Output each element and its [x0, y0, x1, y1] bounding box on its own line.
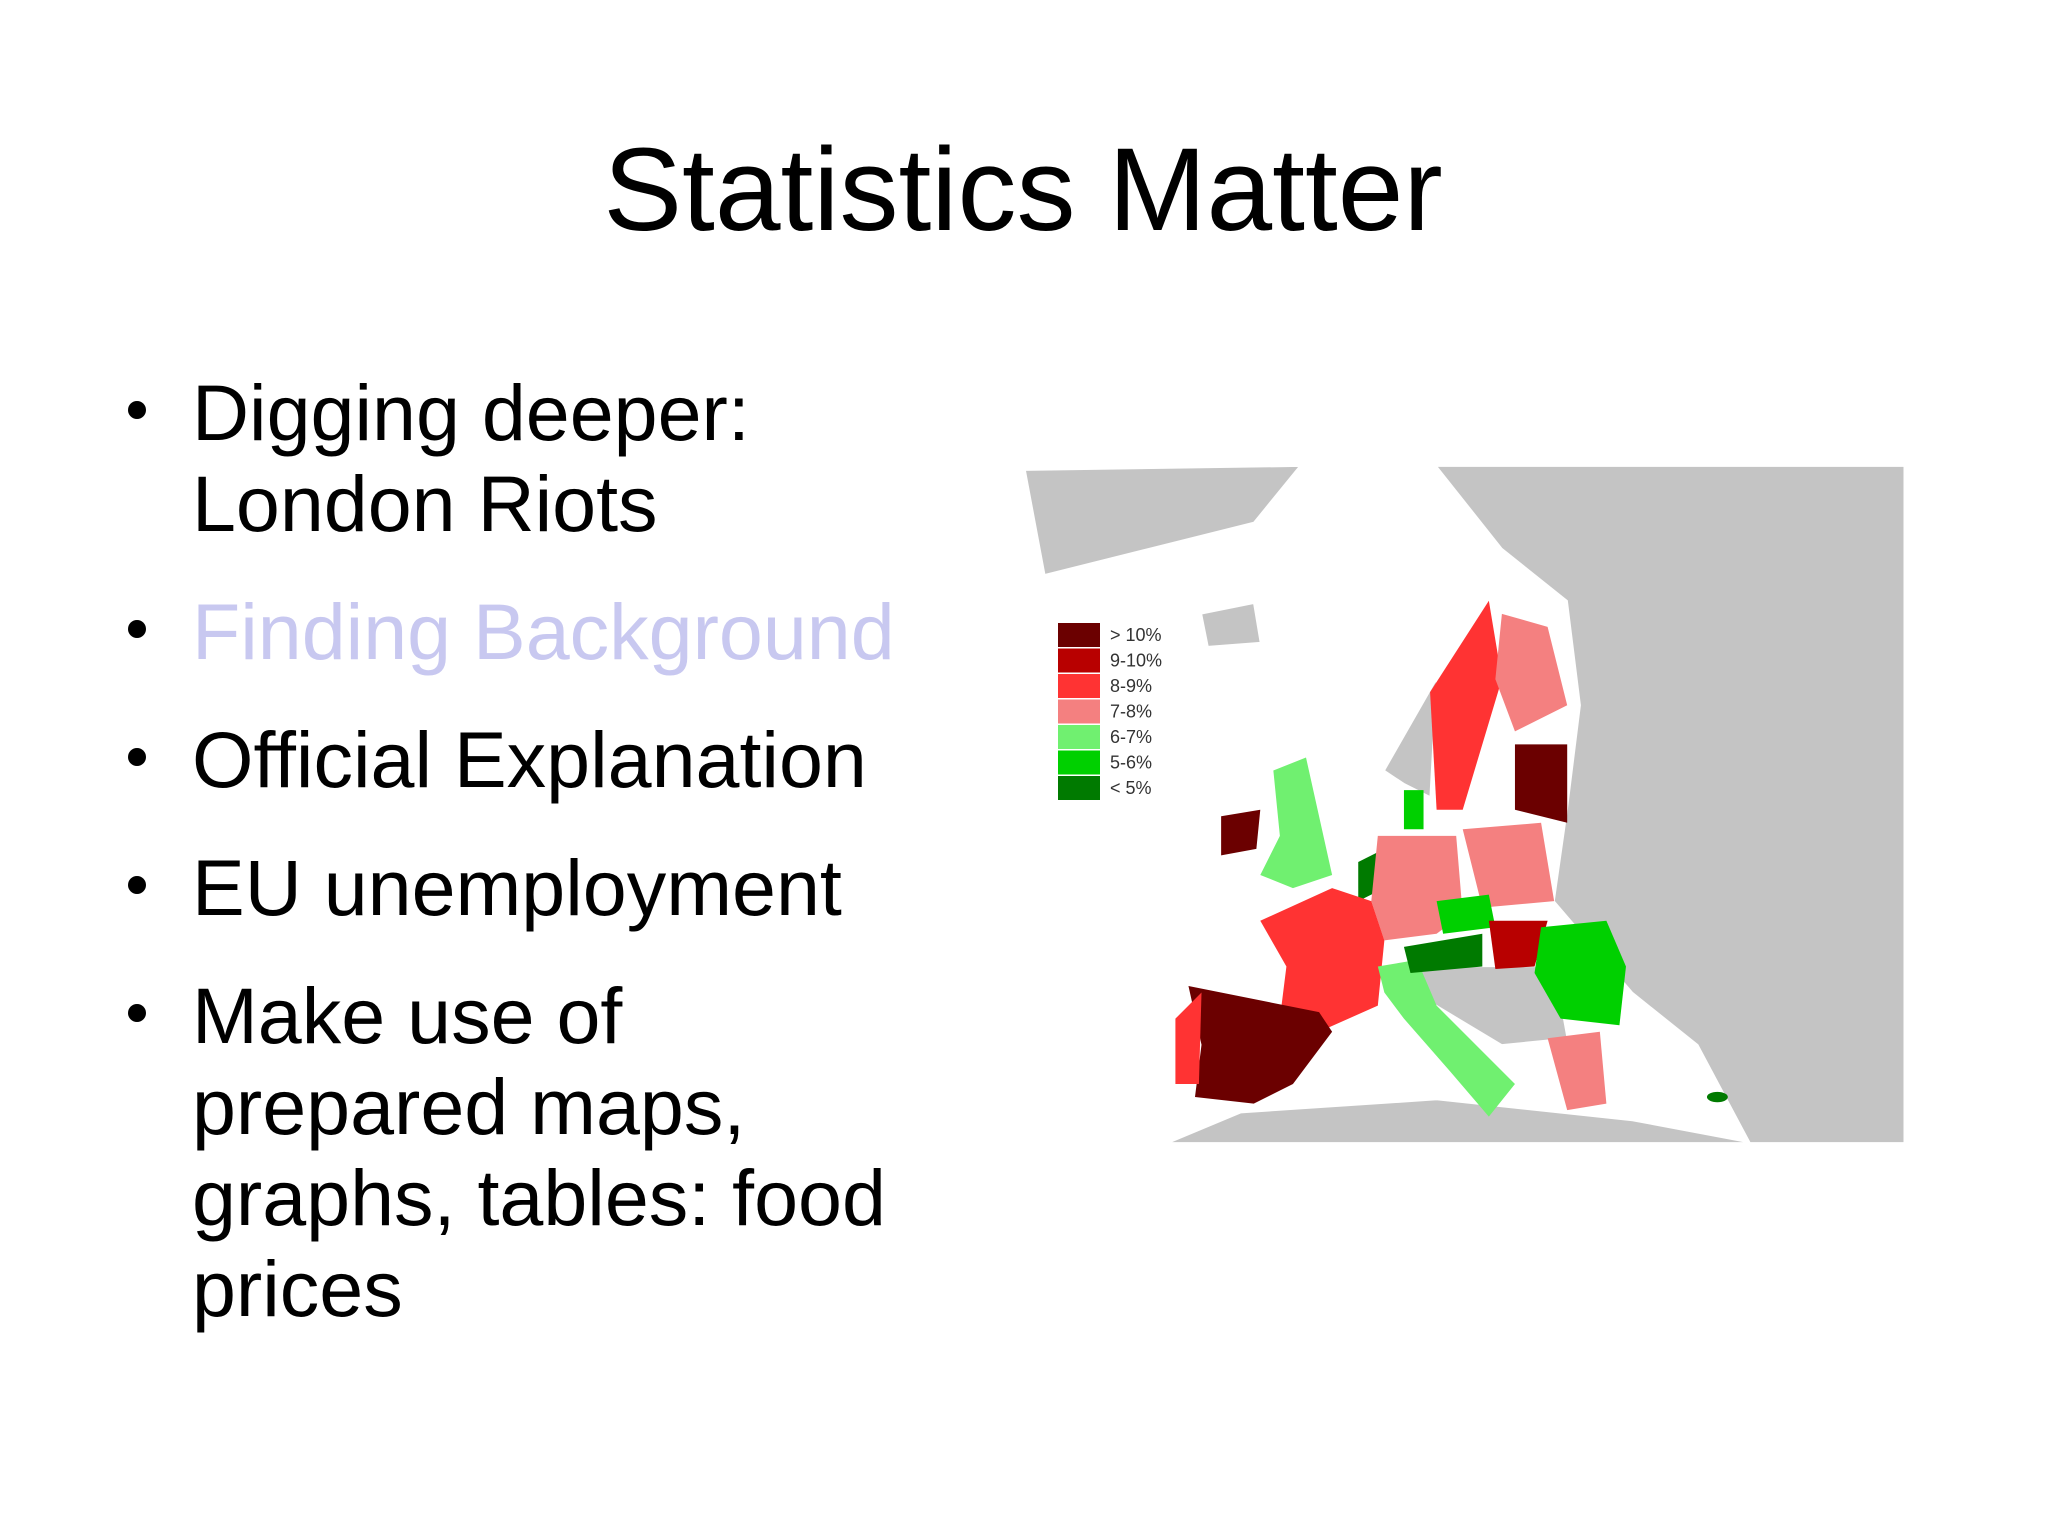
country — [1403, 790, 1424, 830]
bullet-list: Digging deeper:London Riots Finding Backg… — [128, 368, 895, 1333]
legend-swatch — [1058, 776, 1100, 800]
country — [1175, 992, 1202, 1084]
bullet-dot — [128, 401, 146, 419]
country — [1534, 920, 1626, 1026]
country — [1547, 1031, 1607, 1111]
legend-label: 8-9% — [1110, 676, 1152, 696]
bullet-dot — [128, 876, 146, 894]
legend-label: 9-10% — [1110, 651, 1162, 671]
bullet-text: Official Explanation — [192, 715, 867, 804]
country — [1221, 809, 1261, 856]
land — [1024, 465, 1301, 576]
bullet-text: Finding Background — [192, 587, 895, 676]
legend-swatch — [1058, 699, 1100, 724]
bullet-dot — [128, 748, 146, 766]
map-legend: > 10% 9-10% 8-9% 7-8% 6-7% 5-6% < 5% — [1058, 623, 1162, 800]
legend-label: 6-7% — [1110, 727, 1152, 747]
legend-label: 5-6% — [1110, 753, 1152, 773]
country — [1260, 888, 1385, 1032]
bullet-text: EU unemployment — [192, 843, 842, 932]
legend-label: > 10% — [1110, 625, 1162, 645]
legend-swatch — [1058, 725, 1100, 749]
bullet-dot — [128, 1004, 146, 1022]
bullet-text: graphs, tables: food — [192, 1153, 886, 1242]
slide-title: Statistics Matter — [603, 124, 1442, 256]
legend-swatch — [1058, 648, 1100, 673]
bullet-text: Make use of — [192, 971, 623, 1060]
land — [1383, 678, 1438, 798]
bullet-text: prices — [192, 1244, 403, 1333]
country — [1462, 822, 1555, 908]
land — [1168, 1098, 1751, 1144]
legend-label: 7-8% — [1110, 702, 1152, 722]
country — [1514, 744, 1568, 823]
country — [1377, 959, 1515, 1117]
country — [1260, 757, 1333, 889]
bullet-text: London Riots — [192, 459, 658, 548]
legend-label: < 5% — [1110, 778, 1152, 798]
bullet-text: Digging deeper: — [192, 368, 750, 457]
eu-map — [1018, 465, 1905, 1144]
bullet-text: prepared maps, — [192, 1062, 745, 1151]
country — [1430, 600, 1502, 810]
legend-swatch — [1058, 674, 1100, 698]
bullet-dot — [128, 620, 146, 638]
country — [1188, 986, 1333, 1104]
legend-swatch — [1058, 623, 1100, 647]
land — [1200, 602, 1262, 648]
country — [1706, 1091, 1728, 1103]
legend-swatch — [1058, 750, 1100, 775]
country — [1488, 920, 1548, 970]
country — [1403, 933, 1483, 973]
country — [1495, 613, 1568, 732]
country — [1436, 894, 1496, 934]
